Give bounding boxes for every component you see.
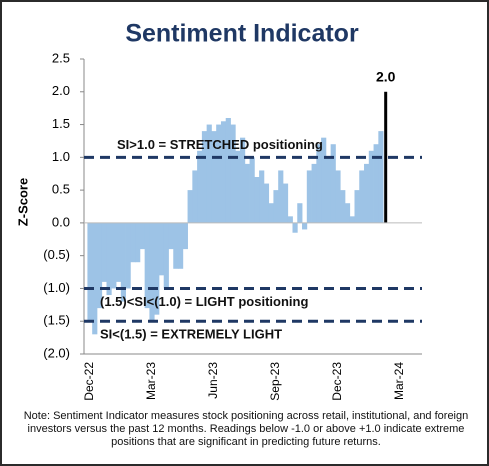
bar [173,222,179,269]
y-tick-label: 0.0 [52,214,70,229]
bar [187,190,193,223]
bar [259,170,265,223]
bar [230,124,236,223]
bar [139,222,146,250]
x-tick-label: Dec-23 [330,362,344,401]
bar [359,170,365,223]
bar [154,222,160,315]
bar [278,170,284,223]
x-tick-label: Sep-23 [268,362,282,401]
bar [335,170,341,223]
y-axis-label: Z-Score [15,178,30,226]
bar [178,222,184,269]
bar [316,144,322,223]
bar [268,203,274,223]
bar [273,190,279,223]
bar [311,163,317,223]
bar [235,150,241,223]
bar [244,163,250,223]
y-tick-label: (0.5) [43,247,70,262]
bar [263,183,270,223]
bar [344,203,351,223]
bar [120,222,126,302]
bar [325,157,332,223]
bar [364,163,370,223]
bar [87,222,93,322]
bar [354,190,360,223]
x-tick-label: Dec-22 [82,362,96,401]
bar [282,183,289,223]
chart-title: Sentiment Indicator [125,20,359,48]
bar [149,222,155,322]
bar [368,150,374,223]
y-tick-label: 2.0 [52,83,70,98]
y-tick-label: 1.0 [52,149,70,164]
bar [321,137,327,223]
bar [297,203,303,223]
bar [125,222,131,289]
note: Note: Sentiment Indicator measures stock… [23,410,469,448]
bar [220,121,227,223]
bar [92,222,98,335]
y-tick-label: 2.5 [52,50,70,65]
bar [349,216,355,223]
bar [135,222,141,263]
y-tick-label: (1.0) [43,280,70,295]
y-tick-label: 0.5 [52,182,70,197]
chart: Sentiment Indicator Z-Score (2.0) (1.5) (1… [15,20,422,401]
reference-label: SI<(1.5) = EXTREMELY LIGHT [100,327,282,342]
bar [201,131,208,223]
bar [249,157,255,223]
bar [96,222,103,309]
x-tick-label: Mar-23 [144,362,158,400]
reference-label: (1.5)<SI<(1.0) = LIGHT positioning [100,294,308,309]
bar [158,222,165,276]
bar [302,222,308,230]
reference-label: SI>1.0 = STRETCHED positioning [117,137,323,152]
y-tick-label: (1.5) [43,313,70,328]
bar [254,177,260,223]
bar [206,124,212,223]
bar [197,150,203,223]
data-label: 2.0 [376,68,396,84]
bar [384,91,388,223]
bar [378,131,384,223]
bar [101,222,107,282]
bar [163,222,169,289]
bar [144,222,150,309]
x-tick-label: Mar-24 [392,362,406,400]
y-tick-label: (2.0) [43,345,70,360]
bar [330,144,336,223]
bar [211,131,217,223]
bar [292,222,298,233]
bar [306,170,312,223]
bar [111,222,117,289]
bar [130,222,136,263]
bar [225,118,231,223]
bar [192,170,198,223]
y-tick-label: 1.5 [52,116,70,131]
bar [373,144,379,223]
bar [182,222,188,250]
bar [240,137,246,223]
bar [106,222,112,295]
bar [116,222,122,282]
bar [340,190,346,223]
bar [168,222,174,250]
x-tick-label: Jun-23 [206,362,220,399]
bar [216,124,222,223]
bar [287,216,293,223]
